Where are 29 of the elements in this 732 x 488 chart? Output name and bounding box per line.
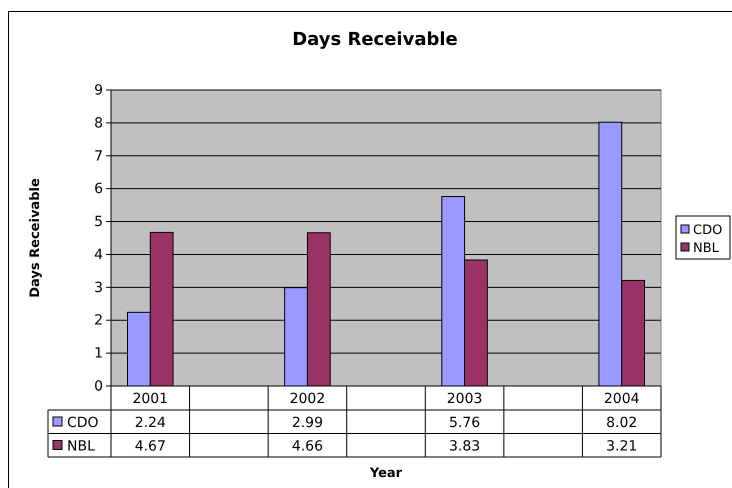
data-label: 2.99 — [292, 415, 324, 431]
y-tick-label: 5 — [94, 214, 103, 230]
y-tick-label: 3 — [94, 280, 103, 296]
y-tick-label: 8 — [94, 115, 103, 132]
y-tick-label: 9 — [94, 82, 103, 98]
legend-label: NBL — [693, 241, 720, 256]
y-tick-label: 1 — [94, 346, 103, 362]
data-label: 5.76 — [448, 415, 480, 431]
y-tick-label: 4 — [94, 246, 104, 263]
x-tick-label: 2001 — [132, 391, 168, 407]
data-label: 2.24 — [134, 415, 166, 431]
chart-title: Days Receivable — [292, 29, 458, 50]
x-tick-label: 2002 — [290, 391, 326, 407]
data-label: 4.67 — [134, 438, 166, 454]
y-axis-title: Days Receivable — [28, 178, 43, 298]
y-tick-label: 6 — [94, 181, 104, 198]
x-tick-label: 2004 — [604, 391, 640, 407]
text: CDO — [693, 223, 722, 238]
data-label: 3.21 — [606, 438, 638, 454]
legend-label: CDO — [67, 415, 99, 431]
data-label: 3.83 — [448, 438, 480, 454]
x-axis-title: Year — [368, 466, 403, 481]
data-label: 8.02 — [606, 415, 638, 431]
y-tick-label: 7 — [94, 148, 103, 164]
y-tick-label: 2 — [94, 312, 103, 329]
text: NBL — [67, 438, 95, 454]
data-label: 4.66 — [292, 438, 324, 454]
x-tick-label: 2003 — [446, 391, 482, 407]
y-tick-label: 0 — [94, 378, 103, 394]
